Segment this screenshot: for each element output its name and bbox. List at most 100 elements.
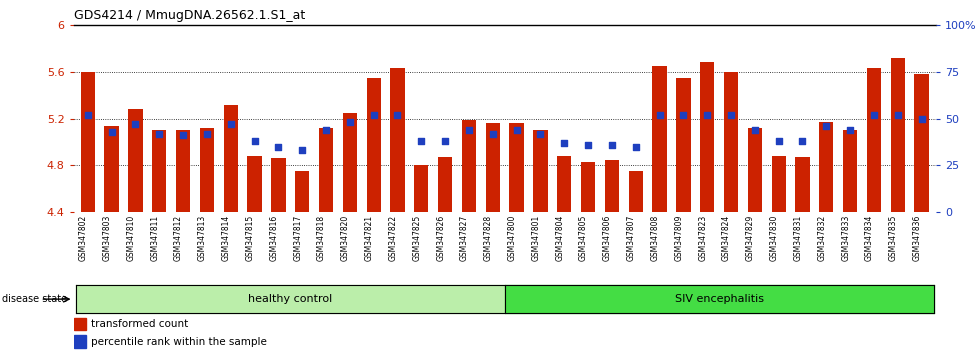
Bar <box>367 78 381 212</box>
Text: healthy control: healthy control <box>248 294 332 304</box>
Bar <box>700 62 714 212</box>
Point <box>247 138 263 144</box>
Text: GSM347815: GSM347815 <box>246 215 255 261</box>
Bar <box>676 78 691 212</box>
Text: percentile rank within the sample: percentile rank within the sample <box>90 337 267 347</box>
Bar <box>271 159 285 212</box>
Text: GSM347829: GSM347829 <box>746 215 755 261</box>
Text: GSM347802: GSM347802 <box>78 215 88 261</box>
Bar <box>724 72 738 212</box>
Point <box>532 131 548 136</box>
Bar <box>318 128 333 212</box>
Text: GSM347813: GSM347813 <box>198 215 207 261</box>
Point <box>675 112 691 118</box>
Bar <box>223 104 238 212</box>
Point <box>270 144 286 149</box>
Bar <box>343 113 357 212</box>
Bar <box>605 160 619 212</box>
Text: GSM347806: GSM347806 <box>603 215 612 261</box>
Point <box>700 112 715 118</box>
Point <box>604 142 619 148</box>
Point <box>509 127 524 133</box>
Bar <box>653 66 666 212</box>
Bar <box>914 74 929 212</box>
Text: GSM347822: GSM347822 <box>388 215 398 261</box>
Bar <box>557 156 571 212</box>
Point <box>175 133 191 138</box>
Text: GSM347804: GSM347804 <box>556 215 564 261</box>
Text: GSM347824: GSM347824 <box>722 215 731 261</box>
Text: GSM347820: GSM347820 <box>341 215 350 261</box>
Text: GSM347816: GSM347816 <box>270 215 278 261</box>
Point <box>342 120 358 125</box>
Point <box>842 127 858 133</box>
Bar <box>867 68 881 212</box>
Bar <box>74 318 86 330</box>
Point <box>318 127 334 133</box>
Bar <box>748 128 762 212</box>
Point <box>152 131 168 136</box>
Bar <box>510 123 523 212</box>
Text: GSM347812: GSM347812 <box>174 215 183 261</box>
Text: GSM347800: GSM347800 <box>508 215 516 261</box>
Point <box>127 121 143 127</box>
Bar <box>891 58 905 212</box>
Bar <box>486 123 500 212</box>
Point <box>557 140 572 146</box>
Bar <box>505 285 934 313</box>
Point <box>652 112 667 118</box>
Text: GSM347831: GSM347831 <box>794 215 803 261</box>
Bar <box>105 126 119 212</box>
Text: GSM347836: GSM347836 <box>912 215 921 261</box>
Text: SIV encephalitis: SIV encephalitis <box>674 294 763 304</box>
Bar <box>80 72 95 212</box>
Bar <box>581 162 595 212</box>
Text: GSM347823: GSM347823 <box>698 215 708 261</box>
Text: GSM347821: GSM347821 <box>365 215 373 261</box>
Bar <box>796 157 809 212</box>
Point <box>723 112 739 118</box>
Point <box>890 112 906 118</box>
Text: GSM347814: GSM347814 <box>221 215 230 261</box>
Bar <box>771 156 786 212</box>
Text: disease state: disease state <box>2 294 67 304</box>
Bar <box>75 285 505 313</box>
Bar <box>295 171 310 212</box>
Bar <box>438 157 453 212</box>
Text: GSM347808: GSM347808 <box>651 215 660 261</box>
Point <box>795 138 810 144</box>
Text: GSM347830: GSM347830 <box>769 215 779 261</box>
Text: GSM347825: GSM347825 <box>413 215 421 261</box>
Point <box>628 144 644 149</box>
Bar <box>819 122 833 212</box>
Text: GSM347810: GSM347810 <box>126 215 135 261</box>
Text: GSM347805: GSM347805 <box>579 215 588 261</box>
Text: transformed count: transformed count <box>90 319 188 329</box>
Point <box>80 112 96 118</box>
Text: GSM347826: GSM347826 <box>436 215 445 261</box>
Point <box>866 112 882 118</box>
Text: GSM347817: GSM347817 <box>293 215 302 261</box>
Bar <box>533 130 548 212</box>
Point <box>580 142 596 148</box>
Point <box>818 123 834 129</box>
Text: GSM347832: GSM347832 <box>817 215 826 261</box>
Bar <box>128 109 142 212</box>
Point <box>485 131 501 136</box>
Bar <box>176 130 190 212</box>
Bar <box>200 128 214 212</box>
Point <box>199 131 215 136</box>
Point <box>366 112 381 118</box>
Text: GSM347807: GSM347807 <box>627 215 636 261</box>
Point <box>771 138 787 144</box>
Point <box>222 121 238 127</box>
Point <box>747 127 762 133</box>
Bar <box>415 166 428 212</box>
Text: GSM347834: GSM347834 <box>865 215 874 261</box>
Point <box>294 148 310 153</box>
Bar <box>247 156 262 212</box>
Text: GDS4214 / MmugDNA.26562.1.S1_at: GDS4214 / MmugDNA.26562.1.S1_at <box>74 9 305 22</box>
Text: GSM347801: GSM347801 <box>531 215 540 261</box>
Point <box>104 129 120 135</box>
Bar <box>843 130 858 212</box>
